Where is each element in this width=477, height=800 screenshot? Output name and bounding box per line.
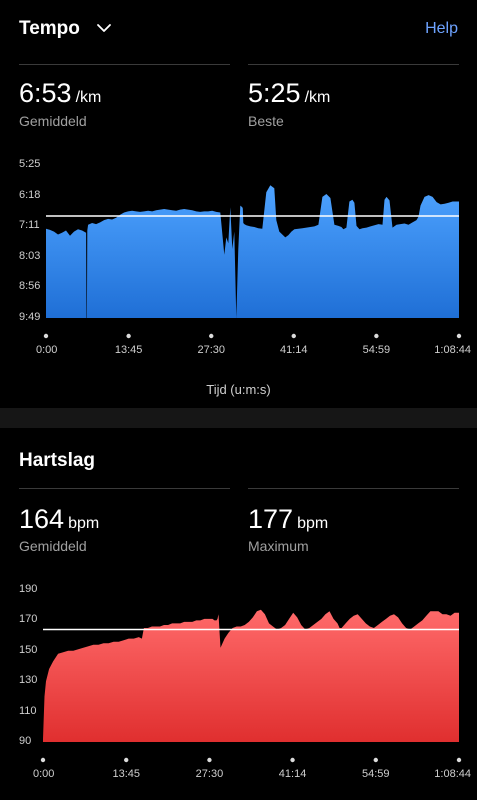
pace-x-tick-dot — [374, 333, 379, 339]
hr-y-tick-label: 170 — [19, 613, 38, 626]
pace-best-label: Beste — [248, 113, 284, 129]
pace-x-tick-label: 13:45 — [114, 344, 143, 356]
pace-average-unit: /km — [75, 89, 102, 106]
pace-x-axis-title: Tijd (u:m:s) — [206, 382, 271, 397]
divider — [19, 64, 230, 65]
pace-y-tick-label: 8:03 — [19, 249, 41, 262]
pace-x-tick-label: 0:00 — [36, 344, 58, 356]
divider — [248, 488, 459, 489]
hr-x-tick-dot — [124, 757, 129, 763]
section-separator — [0, 408, 477, 428]
hr-area — [43, 609, 459, 742]
pace-average-stat: 6:53/km — [19, 78, 101, 109]
hr-x-tick-label: 1:08:44 — [434, 768, 471, 780]
pace-best-unit: /km — [304, 89, 331, 106]
hr-x-tick-dot — [373, 757, 378, 763]
pace-x-tick-dot — [209, 333, 214, 339]
pace-y-tick-label: 7:11 — [19, 219, 40, 232]
hr-average-stat: 164 bpm — [19, 504, 99, 535]
hr-y-tick-label: 150 — [19, 643, 38, 656]
hr-x-tick-label: 13:45 — [112, 768, 140, 780]
pace-x-tick-label: 27:30 — [197, 344, 225, 356]
hr-x-tick-dot — [40, 757, 46, 763]
pace-x-tick-label: 41:14 — [279, 344, 308, 356]
pace-x-tick-dot — [456, 333, 462, 339]
pace-x-tick-label: 54:59 — [362, 344, 391, 356]
hr-y-tick-label: 90 — [19, 735, 32, 747]
pace-y-tick-label: 8:56 — [19, 280, 41, 293]
help-link[interactable]: Help — [425, 20, 458, 37]
hr-x-tick-dot — [207, 757, 212, 763]
hr-average-value: 164 — [19, 504, 65, 534]
hr-average-unit: bpm — [68, 515, 100, 532]
pace-average-value: 6:53 — [19, 78, 72, 108]
hr-y-tick-label: 130 — [19, 674, 38, 687]
pace-best-value: 5:25 — [248, 78, 301, 108]
pace-x-tick-dot — [291, 333, 296, 339]
pace-x-tick-dot — [43, 333, 49, 339]
pace-area — [46, 185, 459, 318]
pace-best-stat: 5:25/km — [248, 78, 330, 109]
pace-average-label: Gemiddeld — [19, 113, 87, 129]
hr-y-tick-label: 190 — [19, 583, 38, 595]
pace-x-tick-dot — [126, 333, 131, 339]
pace-y-tick-label: 5:25 — [19, 158, 41, 170]
pace-y-tick-label: 6:18 — [19, 188, 41, 201]
tempo-section: Tempo Help 6:53/km Gemiddeld 5:25/km Bes… — [0, 0, 477, 397]
pace-y-tick-label: 9:49 — [19, 311, 41, 323]
hr-x-tick-label: 54:59 — [362, 768, 390, 780]
hr-max-value: 177 — [248, 504, 294, 534]
chevron-down-icon[interactable] — [96, 20, 112, 36]
hr-average-label: Gemiddeld — [19, 538, 87, 554]
divider — [248, 64, 459, 65]
hr-max-unit: bpm — [297, 515, 329, 532]
hr-y-tick-label: 110 — [19, 704, 37, 717]
tempo-title: Tempo — [19, 18, 80, 39]
hr-x-tick-label: 27:30 — [195, 768, 224, 780]
heart-rate-section: Hartslag 164 bpm Gemiddeld 177 bpm Maximum… — [0, 428, 477, 800]
hr-x-tick-label: 0:00 — [33, 768, 55, 780]
divider — [19, 488, 230, 489]
heart-rate-chart[interactable] — [0, 428, 477, 773]
heart-rate-title: Hartslag — [19, 450, 96, 471]
hr-max-label: Maximum — [248, 538, 309, 554]
pace-chart[interactable] — [0, 0, 477, 345]
pace-x-tick-label: 1:08:44 — [434, 344, 471, 356]
hr-x-tick-dot — [456, 757, 462, 763]
hr-max-stat: 177 bpm — [248, 504, 328, 535]
hr-x-tick-dot — [290, 757, 295, 763]
hr-x-tick-label: 41:14 — [278, 768, 307, 780]
